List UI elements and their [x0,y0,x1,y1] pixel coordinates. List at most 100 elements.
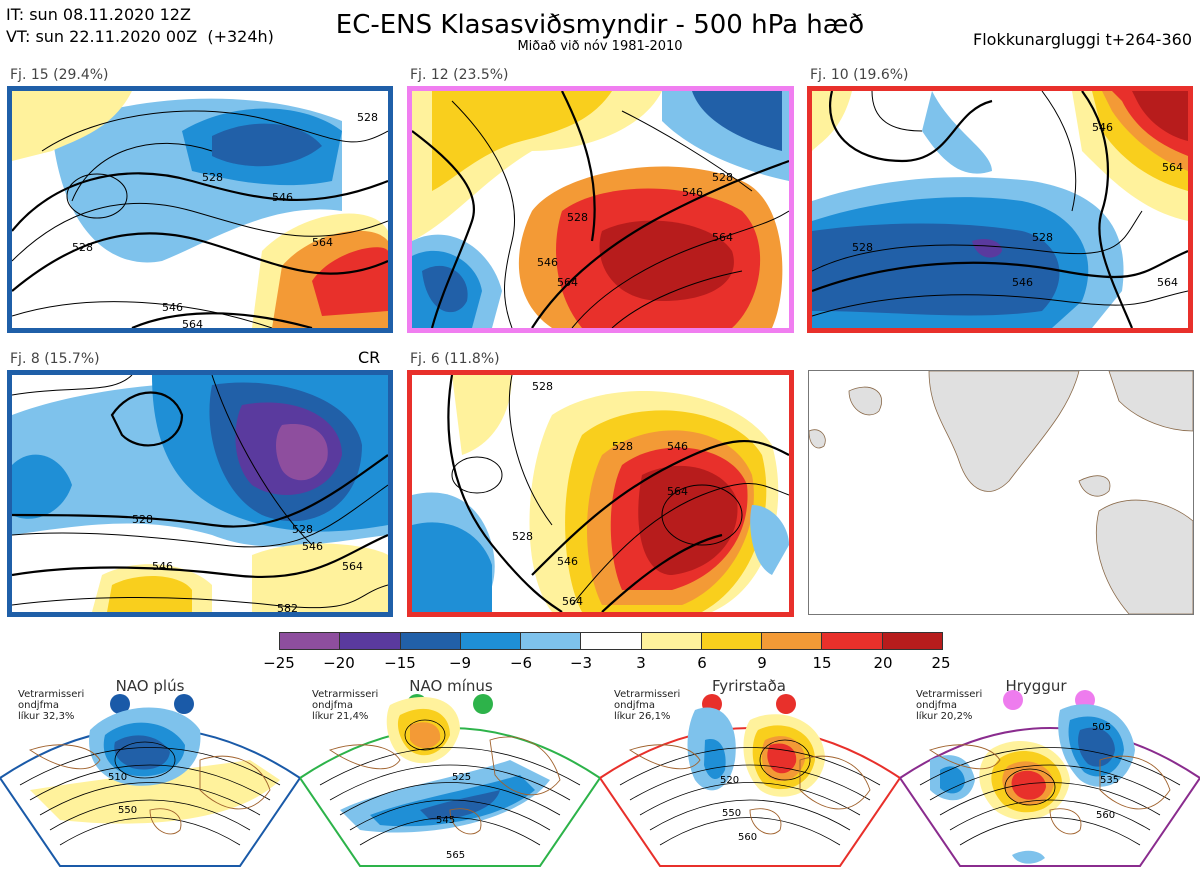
cluster-panel-2[interactable]: 546 528 564 546 564 528 [407,86,794,333]
contour-label: 550 [722,808,741,819]
colorbar-tick: 20 [873,654,893,672]
contour-label: 546 [302,540,323,553]
contour-label: 535 [1100,775,1119,786]
panel-1-label: Fj. 15 (29.4%) [10,67,109,83]
contour-label: 520 [720,775,739,786]
contour-label: 564 [342,560,363,573]
regime-1-dot [110,694,130,714]
contour-label: 528 [532,380,553,393]
cluster-map-3: 528 528 546 564 546 564 [812,91,1188,328]
contour-label: 510 [108,772,127,783]
page-title: EC-ENS Klasasviðsmyndir - 500 hPa hæð [335,10,865,40]
colorbar-swatch [521,633,582,649]
colorbar-swatch [701,633,763,649]
init-time-block: IT: sun 08.11.2020 12Z VT: sun 22.11.202… [6,4,274,48]
regime-4-dot [1003,690,1023,710]
contour-label: 528 [72,241,93,254]
contour-label: 528 [567,211,588,224]
contour-label: 564 [712,231,733,244]
panel-5-label: Fj. 6 (11.8%) [410,351,500,367]
colorbar-tick: 15 [812,654,832,672]
reference-map-panel[interactable] [808,370,1194,615]
valid-time: VT: sun 22.11.2020 00Z (+324h) [6,27,274,46]
colorbar-tick: −15 [384,654,416,672]
contour-label: 565 [446,850,465,861]
contour-label: 546 [682,186,703,199]
contour-label: 564 [1157,276,1178,289]
colorbar-tick: −6 [509,654,533,672]
page-subtitle: Miðað við nóv 1981-2010 [517,39,683,54]
contour-label: 528 [292,523,313,536]
regime-1-stat: Vetrarmisseri ondjfma líkur 32,3% [18,689,85,722]
panel-2-label: Fj. 12 (23.5%) [410,67,509,83]
cluster-panel-5[interactable]: 528 546 564 546 528 564 528 [407,370,794,617]
contour-label: 528 [712,171,733,184]
contour-label: 546 [1012,276,1033,289]
panel-4-label: Fj. 8 (15.7%) [10,351,100,367]
cluster-map-2: 546 528 564 546 564 528 [412,91,789,328]
colorbar-tick: 25 [931,654,951,672]
panel-3-label: Fj. 10 (19.6%) [810,67,909,83]
cluster-panel-1[interactable]: 528 546 564 528 546 564 528 [7,86,393,333]
cluster-map-4: 528 546 564 528 546 582 [12,375,388,612]
regime-1-dot [174,694,194,714]
colorbar-swatch [340,633,401,649]
colorbar-swatch [400,633,461,649]
cluster-map-1: 528 546 564 528 546 564 528 [12,91,388,328]
contour-label: 505 [1092,722,1111,733]
contour-label: 525 [452,772,471,783]
contour-label: 550 [118,805,137,816]
colorbar-tick: −25 [263,654,295,672]
colorbar-swatch [882,633,942,649]
contour-label: 528 [132,513,153,526]
cluster-panel-4[interactable]: 528 546 564 528 546 582 [7,370,393,617]
colorbar-swatch [460,633,522,649]
contour-label: 564 [1162,161,1183,174]
contour-label: 560 [1096,810,1115,821]
contour-label: 528 [512,530,533,543]
contour-label: 564 [562,595,583,608]
classification-window: Flokkunargluggi t+264-360 [973,30,1192,49]
contour-label: 546 [557,555,578,568]
regime-1-map: 510 550 [0,707,300,867]
cluster-panel-3[interactable]: 528 528 546 564 546 564 [807,86,1193,333]
regime-4-stat: Vetrarmisseri ondjfma líkur 20,2% [916,689,983,722]
regime-2-title: NAO mínus [409,677,493,695]
colorbar-swatch [641,633,702,649]
contour-label: 564 [557,276,578,289]
colorbar-tick: −9 [448,654,472,672]
regime-2-dot [473,694,493,714]
colorbar-swatch [280,633,341,649]
contour-label: 546 [537,256,558,269]
regime-4-map: 505 535 560 [900,704,1200,867]
contour-label: 582 [277,602,298,612]
reference-map [809,371,1193,614]
contour-label: 564 [667,485,688,498]
colorbar-tick: 9 [757,654,767,672]
regime-4-title: Hryggur [1005,677,1067,695]
regime-3-stat: Vetrarmisseri ondjfma líkur 26,1% [614,689,681,722]
regime-3-map: 520 550 560 [600,707,900,867]
regime-1-title: NAO plús [115,677,185,695]
contour-label: 528 [357,111,378,124]
contour-label: 546 [1092,121,1113,134]
contour-label: 528 [612,440,633,453]
colorbar-tick: −20 [323,654,355,672]
contour-label: 528 [202,171,223,184]
contour-label: 545 [436,815,455,826]
regime-3-title: Fyrirstaða [712,677,786,695]
contour-label: 564 [182,318,203,328]
contour-label: 546 [667,440,688,453]
cluster-map-5: 528 546 564 546 528 564 528 [412,375,789,612]
contour-label: 546 [162,301,183,314]
colorbar-tick: 6 [697,654,707,672]
colorbar-tick: 3 [636,654,646,672]
contour-label: 560 [738,832,757,843]
colorbar-tick: −3 [569,654,593,672]
contour-label: 528 [1032,231,1053,244]
regime-2-map: 525 545 565 [300,697,600,867]
contour-label: 564 [312,236,333,249]
init-time: IT: sun 08.11.2020 12Z [6,5,191,24]
colorbar-swatch [762,633,823,649]
regime-2-stat: Vetrarmisseri ondjfma líkur 21,4% [312,689,379,722]
